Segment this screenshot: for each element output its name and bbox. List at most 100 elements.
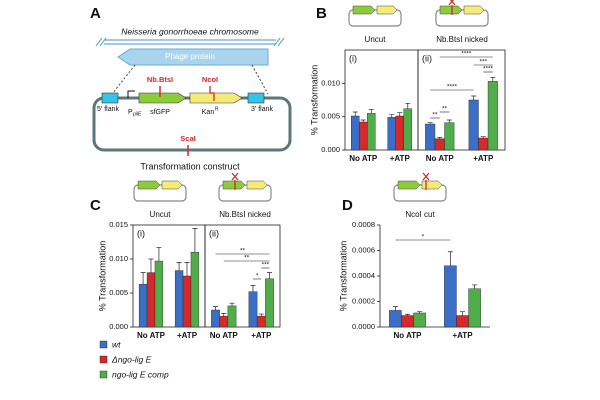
y-tick-label: 0.0002 bbox=[352, 296, 375, 305]
gene-icon bbox=[222, 180, 246, 190]
x-tick-label: +ATP bbox=[473, 154, 494, 163]
phage-gene bbox=[117, 48, 269, 66]
bar bbox=[425, 123, 436, 151]
homology-line bbox=[111, 64, 136, 95]
error-bar bbox=[148, 258, 154, 273]
promoter-sub: pilE bbox=[132, 111, 142, 117]
y-tick-label: 0.0006 bbox=[352, 245, 375, 254]
x-tick-label: No ATP bbox=[426, 154, 455, 163]
promoter-label: P bbox=[128, 109, 133, 116]
significance-label: ** bbox=[244, 255, 250, 262]
legend-swatch bbox=[99, 355, 108, 364]
error-bar bbox=[213, 306, 218, 310]
gene-icon bbox=[246, 180, 268, 190]
bar bbox=[367, 113, 376, 151]
error-bar bbox=[258, 313, 264, 317]
nick-site-label: Nb.BtsI bbox=[147, 75, 173, 84]
error-bar bbox=[447, 251, 453, 266]
error-bar bbox=[397, 112, 403, 116]
error-bar bbox=[427, 122, 433, 124]
bar bbox=[138, 283, 148, 328]
chromosome-label: Neisseria gonorrhoeae chromosome bbox=[121, 26, 259, 36]
significance-label: ** bbox=[442, 106, 448, 113]
significance-label: * bbox=[256, 273, 259, 280]
bar bbox=[456, 315, 469, 328]
cut-icon bbox=[231, 172, 239, 190]
error-bar bbox=[392, 306, 398, 311]
legend-swatch bbox=[99, 370, 108, 379]
y-tick-label: 0.0008 bbox=[352, 220, 375, 229]
homology-line bbox=[251, 64, 269, 95]
bar bbox=[487, 81, 498, 151]
error-bar bbox=[156, 247, 162, 262]
y-tick-label: 0.000 bbox=[109, 322, 128, 331]
x-tick-label: +ATP bbox=[390, 154, 411, 163]
bar bbox=[154, 260, 164, 328]
promoter bbox=[127, 90, 135, 98]
error-bar bbox=[229, 302, 235, 306]
gfp-label: sfGFP bbox=[150, 109, 170, 116]
construct-caption: Transformation construct bbox=[140, 161, 240, 171]
error-bar bbox=[250, 285, 256, 292]
panel-label: A bbox=[90, 5, 101, 22]
significance-label: ** bbox=[240, 248, 246, 255]
bar bbox=[227, 305, 237, 328]
y-tick-label: 0.0004 bbox=[352, 271, 375, 280]
legend-label: Δngo-lig E bbox=[111, 354, 152, 364]
y-tick-label: 0.005 bbox=[109, 288, 128, 297]
bar bbox=[265, 278, 274, 328]
kan-label: Kan bbox=[202, 109, 215, 116]
bar bbox=[468, 288, 481, 328]
error-bar bbox=[192, 228, 198, 253]
bar bbox=[190, 251, 200, 328]
error-bar bbox=[360, 119, 366, 122]
y-axis-label: % Transformation bbox=[309, 65, 319, 136]
gfp-gene bbox=[138, 92, 187, 104]
error-bar bbox=[417, 311, 423, 313]
error-bar bbox=[389, 114, 395, 118]
bar bbox=[444, 265, 457, 328]
y-tick-label: 0.000 bbox=[321, 145, 340, 154]
x-tick-label: No ATP bbox=[210, 331, 239, 340]
bar bbox=[219, 315, 229, 328]
error-bar bbox=[140, 272, 146, 285]
bar bbox=[211, 309, 220, 328]
error-bar bbox=[176, 262, 182, 271]
significance-label: **** bbox=[483, 66, 494, 73]
y-axis-label: % Transformation bbox=[97, 241, 107, 312]
error-bar bbox=[446, 119, 452, 123]
legend-swatch bbox=[99, 340, 108, 349]
error-bar bbox=[437, 136, 443, 139]
x-tick-label: +ATP bbox=[177, 331, 198, 340]
bar bbox=[146, 272, 156, 328]
scai-site-label: ScaI bbox=[180, 134, 195, 143]
kan-sup: R bbox=[215, 106, 219, 112]
bar bbox=[256, 315, 266, 328]
chart-title: Nb.BtsI nicked bbox=[219, 210, 271, 219]
chart-title: NcoI cut bbox=[405, 210, 435, 219]
gene-icon bbox=[376, 5, 398, 15]
gene-icon bbox=[161, 180, 183, 190]
error-bar bbox=[221, 313, 227, 317]
significance-label: **** bbox=[447, 84, 458, 91]
x-tick-label: +ATP bbox=[452, 331, 473, 340]
flank-5 bbox=[101, 92, 119, 104]
panel-label: C bbox=[90, 197, 101, 214]
significance-label: *** bbox=[262, 262, 270, 269]
bar bbox=[401, 315, 414, 328]
panel-label: B bbox=[316, 5, 327, 22]
subpanel-label: (i) bbox=[349, 53, 357, 63]
legend-label: wt bbox=[112, 339, 121, 349]
error-bar bbox=[480, 136, 486, 138]
error-bar bbox=[472, 284, 478, 289]
bar bbox=[413, 312, 426, 328]
flank-3-label: 3' flank bbox=[251, 106, 273, 113]
chart-title: Uncut bbox=[365, 35, 387, 44]
chart-title: Nb.BtsI nicked bbox=[436, 35, 488, 44]
subpanel-label: (ii) bbox=[209, 228, 219, 238]
bar bbox=[403, 108, 412, 151]
error-bar bbox=[352, 111, 358, 116]
bar bbox=[174, 270, 184, 328]
cut-icon bbox=[422, 172, 430, 190]
gene-icon bbox=[439, 5, 463, 15]
